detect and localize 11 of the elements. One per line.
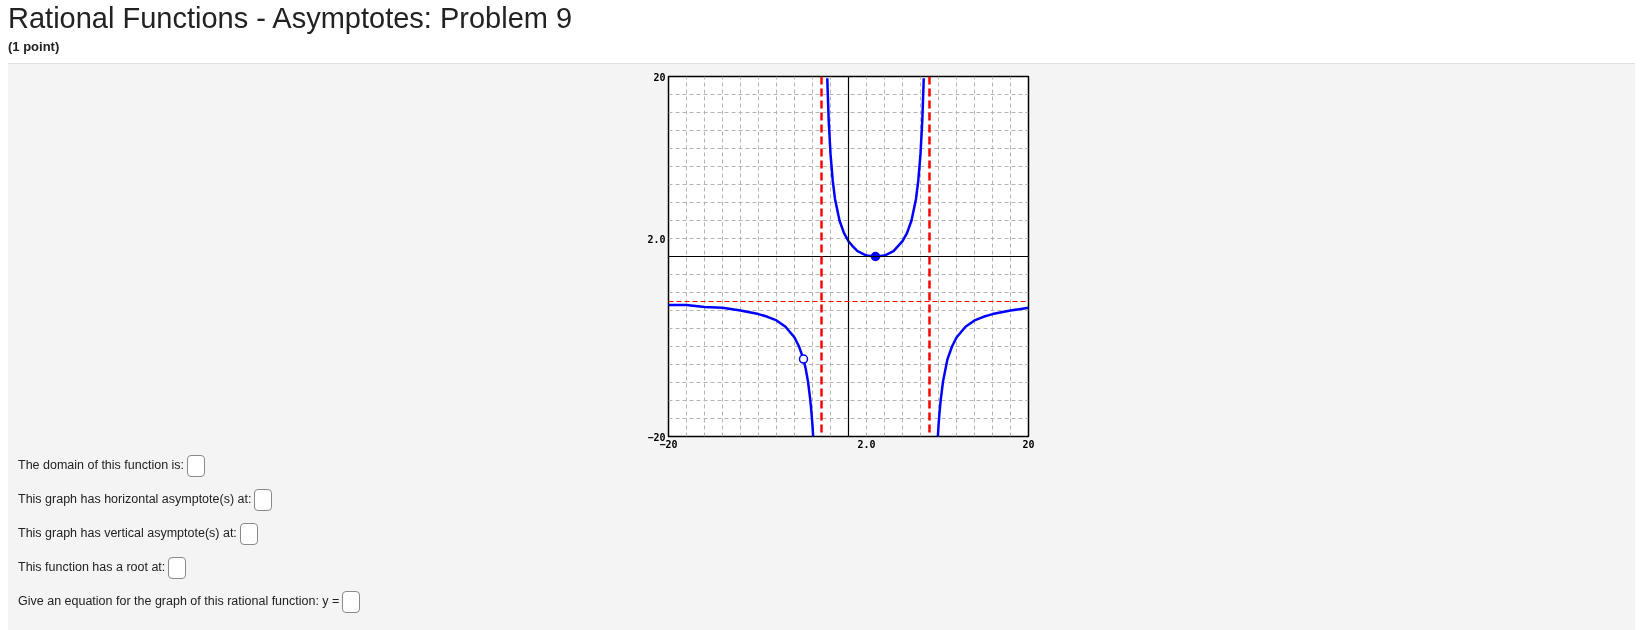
text: Rational Functions - Asymptotes: Problem 9 [8, 1, 573, 36]
y-tick-label: 20 [653, 71, 666, 83]
x-tick-label: 2.0 [857, 438, 876, 450]
text: This function has a root at: [18, 559, 166, 577]
text: Give an equation for the graph of this rational function: y = [18, 593, 340, 611]
text: This graph has vertical asymptote(s) at: [18, 525, 237, 543]
text: The domain of this function is: [18, 457, 185, 475]
x-tick-label: 20 [1022, 438, 1035, 450]
y-tick-label: 2.0 [647, 233, 666, 245]
text: (1 point) [8, 39, 60, 54]
text: This graph has horizontal asymptote(s) at: [18, 491, 252, 509]
